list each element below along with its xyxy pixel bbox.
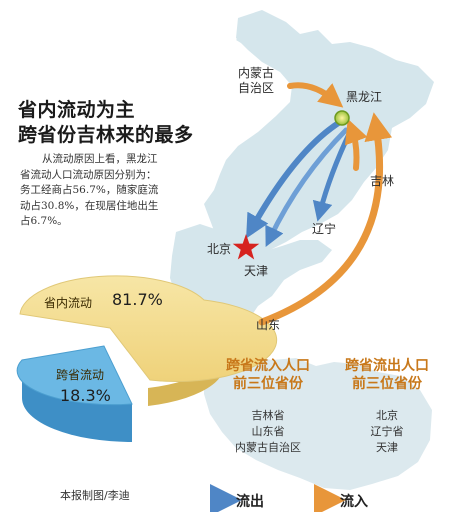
pie-slice-in-province (19, 275, 278, 383)
beijing-star (232, 234, 260, 260)
legend-outflow-label: 流出 (236, 494, 264, 510)
inflow-list: 吉林省 山东省 内蒙古自治区 (208, 408, 328, 456)
outflow-list: 北京 辽宁省 天津 (328, 408, 446, 456)
label-heilongjiang: 黑龙江 (346, 90, 383, 104)
list-item: 吉林省 (251, 409, 285, 422)
label-tianjin: 天津 (244, 264, 269, 278)
flow-arrow-to-tianjin (265, 127, 349, 248)
list-item: 北京 (376, 409, 398, 422)
intro-line1: 从流动原因上看，黑龙江 (42, 153, 158, 165)
list-item: 辽宁省 (370, 425, 404, 438)
title-line1: 省内流动为主 (18, 99, 136, 121)
credit-text: 本报制图/李迪 (60, 489, 130, 502)
heilongjiang-marker (334, 110, 350, 126)
map-south (204, 344, 432, 490)
intro-line5: 占6.7%。 (20, 215, 68, 227)
intro-line4: 动占30.8%，在现居住地出生 (20, 199, 159, 212)
intro-line2: 省流动人口流动原因分别为： (20, 168, 157, 181)
label-liaoning: 辽宁 (312, 222, 337, 236)
inflow-header: 跨省流入人口 前三位省份 (226, 358, 310, 392)
pie-yellow-side (148, 334, 225, 406)
pie-label-in-province: 省内流动 (44, 296, 93, 310)
intro-line3: 务工经商占56.7%，随家庭流 (20, 184, 159, 196)
pie-label-cross-province: 跨省流动 (56, 368, 105, 382)
intro-paragraph: 从流动原因上看，黑龙江 省流动人口流动原因分别为： 务工经商占56.7%，随家庭… (20, 152, 188, 230)
legend-inflow-label: 流入 (340, 494, 368, 510)
label-shandong: 山东 (256, 318, 281, 332)
label-beijing: 北京 (207, 242, 232, 256)
map-northeast (204, 10, 434, 258)
flow-arrow-from-shandong (258, 112, 393, 326)
label-neimenggu: 内蒙古 自治区 (238, 66, 275, 95)
outflow-header: 跨省流出人口 前三位省份 (345, 358, 429, 392)
list-item: 山东省 (251, 425, 285, 438)
label-jilin: 吉林 (370, 174, 395, 188)
list-item: 天津 (376, 441, 398, 454)
pie-value-in-province: 81.7% (112, 290, 163, 309)
title-line2: 跨省份吉林来的最多 (18, 124, 194, 146)
flow-arrow-from-jilin (344, 118, 368, 171)
flow-arrow-to-beijing (246, 119, 343, 239)
list-item: 内蒙古自治区 (235, 441, 301, 454)
pie-slice-cross-province (16, 345, 133, 406)
flow-arrow-from-neimenggu (287, 82, 344, 108)
pie-value-cross-province: 18.3% (60, 386, 111, 405)
